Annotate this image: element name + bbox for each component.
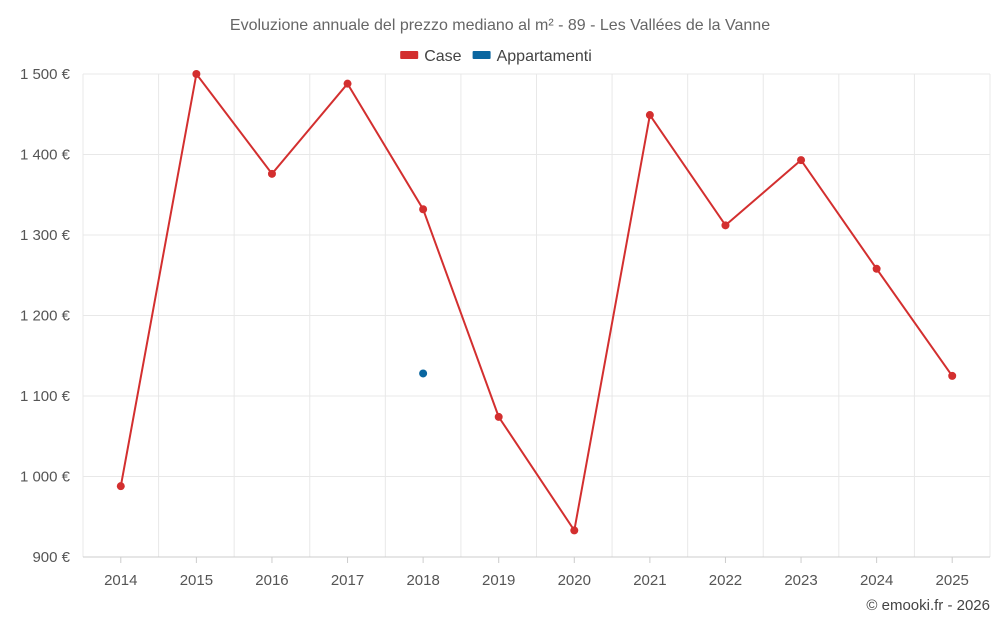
data-point[interactable] (116, 482, 125, 491)
x-tick-label: 2016 (255, 572, 288, 589)
x-tick-label: 2015 (180, 572, 213, 589)
legend-label: Case (424, 48, 461, 65)
data-point[interactable] (343, 79, 352, 88)
chart-title: Evoluzione annuale del prezzo mediano al… (230, 17, 770, 34)
data-point[interactable] (419, 205, 428, 214)
series-appartamenti (419, 369, 428, 378)
x-tick-label: 2020 (558, 572, 591, 589)
y-tick-label: 1 500 € (20, 66, 71, 83)
y-tick-label: 1 400 € (20, 147, 71, 164)
x-tick-label: 2025 (936, 572, 969, 589)
x-tick-label: 2022 (709, 572, 742, 589)
series-layer (116, 70, 957, 535)
y-tick-label: 900 € (32, 549, 70, 566)
data-point[interactable] (797, 156, 806, 165)
grid (82, 73, 991, 557)
legend-item-appartamenti[interactable]: Appartamenti (472, 48, 592, 65)
x-tick-label: 2014 (104, 572, 137, 589)
data-point[interactable] (192, 70, 201, 78)
x-tick-label: 2019 (482, 572, 515, 589)
data-point[interactable] (267, 169, 276, 178)
data-point[interactable] (570, 526, 579, 535)
y-tick-label: 1 100 € (20, 388, 71, 405)
series-case (116, 70, 957, 535)
x-tick-label: 2021 (633, 572, 666, 589)
data-point[interactable] (494, 412, 503, 421)
legend-item-case[interactable]: Case (400, 48, 462, 65)
y-tick-label: 1 200 € (20, 308, 71, 325)
x-tick-label: 2024 (860, 572, 893, 589)
x-tick-label: 2018 (406, 572, 439, 589)
x-tick-label: 2017 (331, 572, 364, 589)
data-point[interactable] (948, 371, 957, 380)
series-line (119, 71, 954, 534)
legend-label: Appartamenti (497, 48, 592, 65)
data-point[interactable] (419, 369, 428, 378)
y-tick-label: 1 300 € (20, 227, 71, 244)
legend[interactable]: Case Appartamenti (400, 48, 592, 65)
credit-text: © emooki.fr - 2026 (866, 597, 990, 614)
y-tick-label: 1 000 € (20, 469, 71, 486)
axes: 900 € 1 000 € 1 100 € 1 200 € 1 300 € 1 400 €… (20, 66, 990, 589)
legend-swatch (472, 51, 491, 59)
legend-swatch (400, 51, 419, 59)
data-point[interactable] (721, 221, 730, 230)
x-tick-label: 2023 (784, 572, 817, 589)
data-point[interactable] (645, 111, 654, 120)
data-point[interactable] (872, 264, 881, 273)
